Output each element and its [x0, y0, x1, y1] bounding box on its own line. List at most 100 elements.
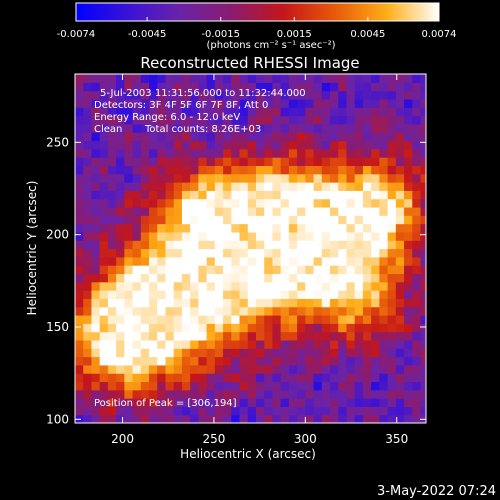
heatmap-cell — [214, 182, 224, 191]
heatmap-cell — [83, 165, 93, 175]
heatmap-cell — [223, 157, 232, 167]
heatmap-cell — [190, 231, 199, 241]
heatmap-cell — [264, 215, 274, 225]
heatmap-cell — [288, 115, 298, 125]
heatmap-cell — [321, 231, 331, 241]
heatmap-cell — [395, 373, 405, 383]
heatmap-cell — [371, 414, 380, 423]
heatmap-cell — [412, 231, 422, 241]
heatmap-cell — [99, 148, 109, 158]
heatmap-cell — [272, 190, 282, 200]
heatmap-cell — [272, 314, 282, 324]
heatmap-cell — [338, 140, 348, 150]
heatmap-cell — [198, 339, 208, 349]
heatmap-cell — [107, 389, 117, 399]
heatmap-cell — [338, 256, 348, 266]
heatmap-cell — [297, 323, 306, 333]
heatmap-cell — [371, 298, 380, 308]
heatmap-cell — [387, 173, 397, 183]
heatmap-cell — [231, 398, 241, 407]
heatmap-cell — [239, 273, 249, 283]
heatmap-cell — [181, 98, 191, 108]
heatmap-cell — [107, 165, 117, 175]
heatmap-cell — [116, 132, 125, 142]
heatmap-cell — [107, 406, 117, 416]
heatmap-cell — [288, 256, 298, 266]
heatmap-cell — [206, 381, 216, 391]
heatmap-cell — [99, 389, 109, 399]
heatmap-cell — [99, 348, 109, 358]
heatmap-cell — [239, 148, 249, 158]
heatmap-cell — [83, 206, 93, 216]
heatmap-cell — [157, 373, 167, 383]
heatmap-cell — [132, 173, 142, 183]
heatmap-cell — [330, 98, 339, 108]
colorbar-ticks: -0.0074 -0.0045 -0.0015 0.0015 0.0045 0.0074 — [57, 17, 457, 40]
footer-date: 3-May-2022 07:24 — [377, 484, 496, 499]
annotation-time-range: 5-Jul-2003 11:31:56.000 to 11:32:44.000 — [100, 88, 306, 99]
heatmap-cell — [116, 82, 125, 92]
heatmap-cell — [124, 323, 134, 333]
heatmap-cell — [362, 148, 372, 158]
heatmap-cell — [99, 140, 109, 150]
heatmap-cell — [346, 123, 356, 133]
heatmap-cell — [132, 115, 142, 125]
heatmap-cell — [107, 123, 117, 133]
heatmap-cell — [214, 339, 224, 349]
heatmap-cell — [346, 115, 356, 125]
heatmap-cell — [140, 348, 150, 358]
heatmap-cell — [223, 98, 232, 108]
heatmap-cell — [264, 314, 274, 324]
heatmap-cell — [338, 98, 348, 108]
heatmap-cell — [362, 165, 372, 175]
heatmap-cell — [223, 373, 232, 383]
heatmap-cell — [223, 215, 232, 225]
heatmap-cell — [288, 165, 298, 175]
heatmap-cell — [255, 223, 265, 233]
heatmap-cell — [330, 373, 339, 383]
heatmap-cell — [313, 173, 323, 183]
heatmap-cell — [354, 265, 364, 275]
heatmap-cell — [91, 339, 101, 349]
heatmap-cell — [75, 389, 84, 399]
heatmap-cell — [99, 290, 109, 299]
heatmap-cell — [107, 348, 117, 358]
heatmap-cell — [280, 248, 290, 258]
heatmap-cell — [107, 273, 117, 283]
heatmap-cell — [280, 173, 290, 183]
heatmap-cell — [404, 248, 413, 258]
heatmap-cell — [239, 132, 249, 142]
heatmap-cell — [239, 98, 249, 108]
heatmap-cell — [157, 90, 167, 100]
heatmap-cell — [190, 356, 199, 366]
heatmap-cell — [206, 306, 216, 316]
heatmap-cell — [264, 90, 274, 100]
heatmap-cell — [124, 290, 134, 299]
heatmap-cell — [99, 198, 109, 208]
heatmap-cell — [288, 348, 298, 358]
heatmap-cell — [149, 165, 158, 175]
heatmap-cell — [116, 206, 125, 216]
heatmap-cell — [288, 339, 298, 349]
heatmap-cell — [264, 107, 274, 117]
heatmap-cell — [313, 157, 323, 167]
heatmap-cell — [330, 206, 339, 216]
heatmap-cell — [346, 414, 356, 423]
heatmap-cell — [338, 223, 348, 233]
heatmap-cell — [371, 165, 380, 175]
heatmap-cell — [264, 406, 274, 416]
heatmap-cell — [379, 398, 389, 407]
heatmap-cell — [255, 281, 265, 291]
heatmap-cell — [346, 182, 356, 191]
heatmap-cell — [330, 290, 339, 299]
heatmap-cell — [124, 298, 134, 308]
heatmap-cell — [223, 173, 232, 183]
heatmap-cell — [206, 406, 216, 416]
heatmap-cell — [255, 98, 265, 108]
heatmap-cell — [313, 381, 323, 391]
heatmap-cell — [420, 140, 426, 150]
heatmap-cell — [321, 348, 331, 358]
heatmap-cell — [173, 148, 183, 158]
heatmap-cell — [91, 74, 101, 83]
heatmap-cell — [157, 265, 167, 275]
